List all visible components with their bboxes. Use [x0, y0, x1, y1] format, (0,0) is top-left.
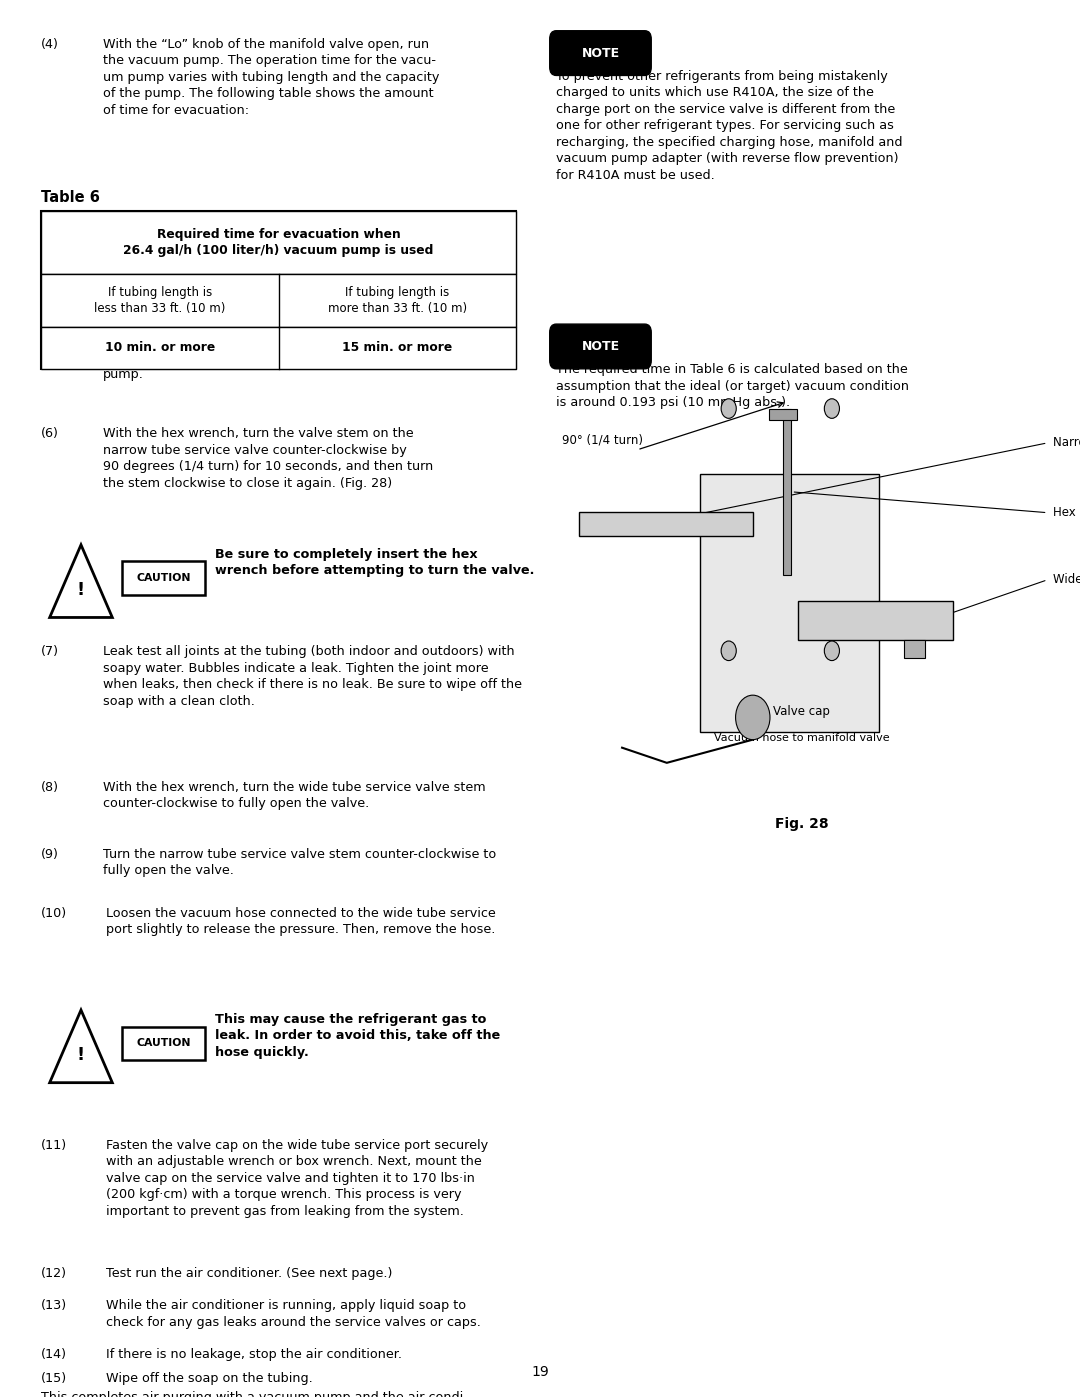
Text: 15 min. or more: 15 min. or more [342, 341, 453, 355]
Bar [700, 475, 879, 732]
Text: !: ! [77, 1046, 85, 1065]
Text: (6): (6) [41, 427, 59, 440]
Text: Vacuum hose to manifold valve: Vacuum hose to manifold valve [714, 733, 890, 743]
Text: Wipe off the soap on the tubing.: Wipe off the soap on the tubing. [106, 1372, 312, 1384]
Text: Required time for evacuation when
26.4 gal/h (100 liter/h) vacuum pump is used: Required time for evacuation when 26.4 g… [123, 228, 434, 257]
Text: (12): (12) [41, 1267, 67, 1280]
Bar [904, 640, 924, 658]
Text: NOTE: NOTE [581, 46, 620, 60]
Bar [41, 211, 516, 369]
Text: CAUTION: CAUTION [136, 573, 191, 583]
Text: If tubing length is
less than 33 ft. (10 m): If tubing length is less than 33 ft. (10… [94, 286, 226, 314]
Circle shape [824, 641, 839, 661]
Bar [798, 601, 953, 640]
Text: Turn the narrow tube service valve stem counter-clockwise to
fully open the valv: Turn the narrow tube service valve stem … [103, 848, 496, 877]
Text: If tubing length is
more than 33 ft. (10 m): If tubing length is more than 33 ft. (10… [328, 286, 467, 314]
Text: (14): (14) [41, 1348, 67, 1361]
Text: 90° (1/4 turn): 90° (1/4 turn) [562, 433, 643, 446]
Text: (8): (8) [41, 781, 59, 793]
Text: 10 min. or more: 10 min. or more [105, 341, 215, 355]
Text: Table 6: Table 6 [41, 190, 100, 205]
Text: Valve cap: Valve cap [773, 705, 831, 718]
Text: 19: 19 [531, 1365, 549, 1379]
Circle shape [721, 641, 737, 661]
Bar [783, 408, 792, 576]
FancyBboxPatch shape [122, 1027, 205, 1060]
Text: To prevent other refrigerants from being mistakenly
charged to units which use R: To prevent other refrigerants from being… [556, 70, 903, 182]
Bar [579, 511, 754, 535]
FancyBboxPatch shape [550, 324, 651, 369]
Bar [41, 327, 516, 369]
Text: (4): (4) [41, 38, 59, 50]
Text: CAUTION: CAUTION [136, 1038, 191, 1048]
Text: Test run the air conditioner. (See next page.): Test run the air conditioner. (See next … [106, 1267, 392, 1280]
Text: Be sure to completely insert the hex
wrench before attempting to turn the valve.: Be sure to completely insert the hex wre… [215, 548, 535, 577]
Text: With the hex wrench, turn the valve stem on the
narrow tube service valve counte: With the hex wrench, turn the valve stem… [103, 427, 433, 490]
Text: This completes air purging with a vacuum pump and the air condi-
tioner is ready: This completes air purging with a vacuum… [41, 1391, 468, 1397]
Circle shape [735, 696, 770, 739]
Text: (13): (13) [41, 1299, 67, 1312]
Text: (9): (9) [41, 848, 59, 861]
Text: Narrow tube: Narrow tube [1053, 436, 1080, 450]
Text: NOTE: NOTE [581, 339, 620, 353]
Circle shape [721, 398, 737, 418]
Text: !: ! [77, 581, 85, 599]
FancyBboxPatch shape [122, 562, 205, 595]
Text: Wide tube: Wide tube [1053, 573, 1080, 587]
Text: While the air conditioner is running, apply liquid soap to
check for any gas lea: While the air conditioner is running, ap… [106, 1299, 481, 1329]
Text: With the vacuum pump still running, close the “Lo”
knob of the manifold valve. T: With the vacuum pump still running, clos… [103, 335, 430, 381]
Text: (15): (15) [41, 1372, 67, 1384]
Text: The required time in Table 6 is calculated based on the
assumption that the idea: The required time in Table 6 is calculat… [556, 363, 909, 409]
Text: Leak test all joints at the tubing (both indoor and outdoors) with
soapy water. : Leak test all joints at the tubing (both… [103, 645, 522, 708]
Text: (5): (5) [41, 335, 59, 348]
Bar [769, 408, 797, 419]
Text: Fasten the valve cap on the wide tube service port securely
with an adjustable w: Fasten the valve cap on the wide tube se… [106, 1139, 488, 1218]
Circle shape [824, 398, 839, 418]
Bar [41, 274, 516, 327]
Text: With the “Lo” knob of the manifold valve open, run
the vacuum pump. The operatio: With the “Lo” knob of the manifold valve… [103, 38, 438, 117]
Text: If there is no leakage, stop the air conditioner.: If there is no leakage, stop the air con… [106, 1348, 402, 1361]
Text: (10): (10) [41, 907, 67, 919]
Bar [41, 211, 516, 274]
Text: Fig. 28: Fig. 28 [775, 817, 828, 831]
Text: Loosen the vacuum hose connected to the wide tube service
port slightly to relea: Loosen the vacuum hose connected to the … [106, 907, 496, 936]
Text: Hex wrench: Hex wrench [1053, 506, 1080, 520]
Text: (11): (11) [41, 1139, 67, 1151]
Text: This may cause the refrigerant gas to
leak. In order to avoid this, take off the: This may cause the refrigerant gas to le… [215, 1013, 500, 1059]
Text: With the hex wrench, turn the wide tube service valve stem
counter-clockwise to : With the hex wrench, turn the wide tube … [103, 781, 485, 810]
FancyBboxPatch shape [550, 31, 651, 75]
Text: (7): (7) [41, 645, 59, 658]
